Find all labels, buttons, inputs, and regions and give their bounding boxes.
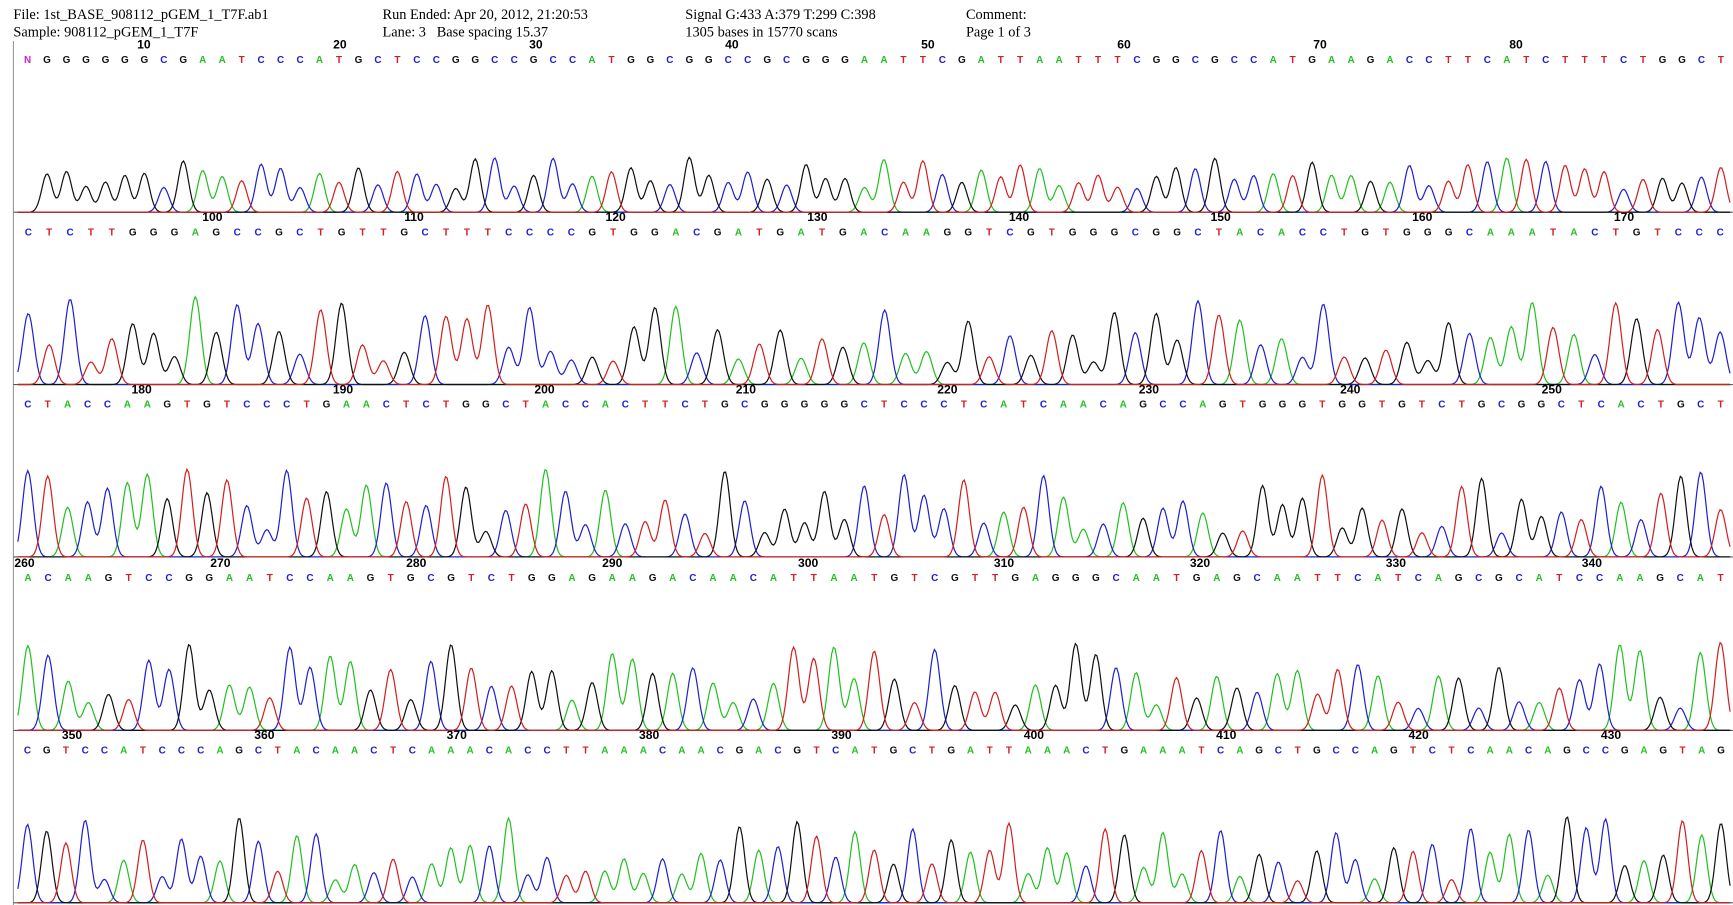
position-number: 300 bbox=[798, 556, 819, 570]
file: File: 1st_BASE_908112_pGEM_1_T7F.ab1 bbox=[13, 7, 268, 23]
lane: Lane: 3 Base spacing 15.37 bbox=[383, 24, 549, 40]
position-number: 70 bbox=[1313, 38, 1327, 52]
position-number: 400 bbox=[1024, 728, 1045, 742]
position-number: 230 bbox=[1139, 382, 1160, 396]
signal: Signal G:433 A:379 T:299 C:398 bbox=[685, 7, 876, 23]
position-number: 180 bbox=[131, 382, 152, 396]
position-number: 350 bbox=[62, 728, 83, 742]
position-number: 390 bbox=[831, 728, 852, 742]
position-number: 190 bbox=[333, 382, 354, 396]
position-number: 290 bbox=[602, 556, 623, 570]
position-number: 40 bbox=[725, 38, 739, 52]
position-number: 110 bbox=[404, 210, 424, 224]
bases: 1305 bases in 15770 scans bbox=[685, 24, 838, 40]
trace bbox=[18, 821, 1730, 903]
trace bbox=[18, 819, 1730, 903]
position-number: 130 bbox=[807, 210, 828, 224]
position-number: 420 bbox=[1409, 728, 1430, 742]
position-number: 270 bbox=[210, 556, 231, 570]
position-number: 210 bbox=[736, 382, 757, 396]
position-number: 20 bbox=[333, 38, 347, 52]
position-number: 10 bbox=[137, 38, 151, 52]
position-number: 250 bbox=[1542, 382, 1563, 396]
position-number: 60 bbox=[1117, 38, 1131, 52]
sample: Sample: 908112_pGEM_1_T7F bbox=[13, 24, 198, 40]
position-number: 260 bbox=[14, 556, 35, 570]
position-number: 50 bbox=[921, 38, 935, 52]
position-number: 340 bbox=[1582, 556, 1603, 570]
position-number: 360 bbox=[254, 728, 275, 742]
position-number: 80 bbox=[1509, 38, 1523, 52]
position-number: 100 bbox=[202, 210, 223, 224]
position-number: 200 bbox=[534, 382, 555, 396]
page-number: Page 1 of 3 bbox=[966, 24, 1031, 40]
position-number: 220 bbox=[937, 382, 958, 396]
run-ended: Run Ended: Apr 20, 2012, 21:20:53 bbox=[383, 7, 588, 23]
position-number: 30 bbox=[529, 38, 543, 52]
position-number: 150 bbox=[1211, 210, 1232, 224]
trace bbox=[18, 471, 1730, 557]
position-number: 370 bbox=[447, 728, 468, 742]
position-number: 430 bbox=[1601, 728, 1622, 742]
trace bbox=[18, 647, 1730, 730]
position-number: 410 bbox=[1216, 728, 1237, 742]
position-number: 140 bbox=[1009, 210, 1030, 224]
position-number: 160 bbox=[1412, 210, 1433, 224]
trace bbox=[18, 817, 1730, 903]
position-number: 170 bbox=[1614, 210, 1635, 224]
position-number: 240 bbox=[1340, 382, 1361, 396]
position-number: 320 bbox=[1190, 556, 1211, 570]
position-number: 280 bbox=[406, 556, 427, 570]
chromatogram-page: File: 1st_BASE_908112_pGEM_1_T7F.ab1 Sam… bbox=[0, 0, 1733, 905]
position-number: 380 bbox=[639, 728, 660, 742]
position-number: 310 bbox=[994, 556, 1015, 570]
position-number: 330 bbox=[1386, 556, 1407, 570]
comment: Comment: bbox=[966, 7, 1027, 23]
position-number: 120 bbox=[606, 210, 627, 224]
trace bbox=[18, 818, 1730, 903]
